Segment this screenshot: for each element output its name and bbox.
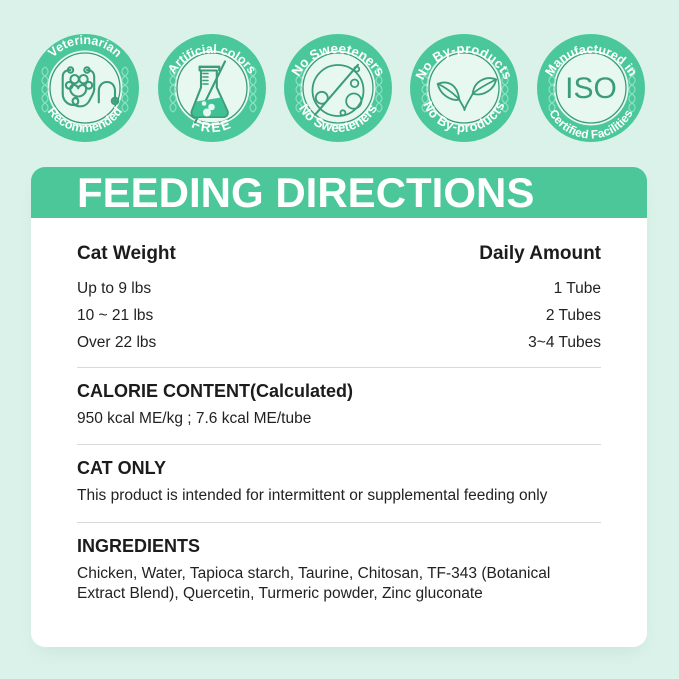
svg-text:ISO: ISO xyxy=(565,72,617,105)
